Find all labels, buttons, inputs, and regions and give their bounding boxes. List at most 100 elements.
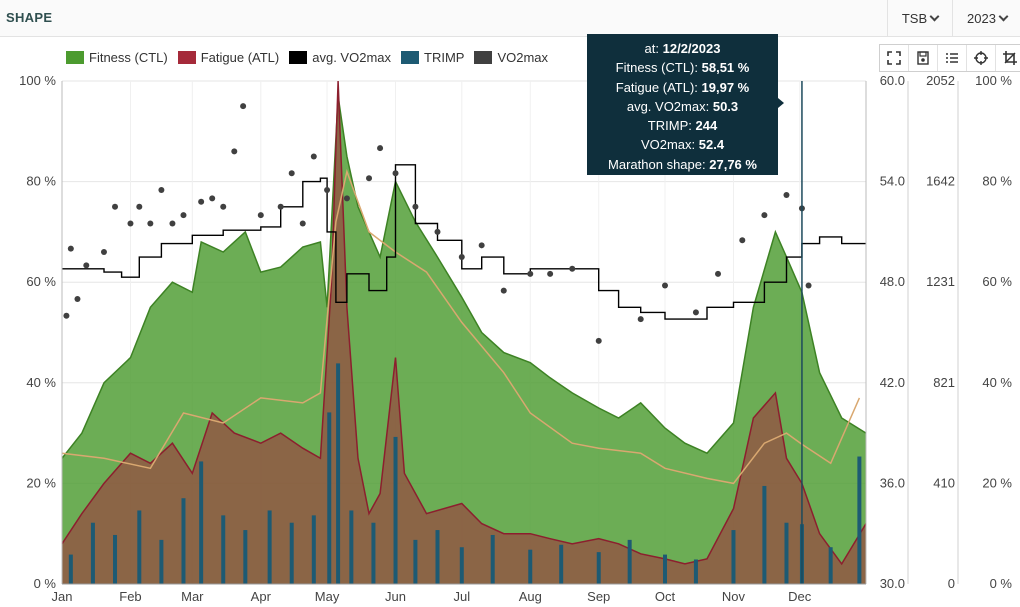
- x-tick-label: Oct: [655, 589, 676, 604]
- trimp-bar: [371, 522, 376, 584]
- tooltip-row: Fatigue (ATL): 19,97 %: [587, 78, 778, 97]
- y-tick-label-left: 100 %: [19, 73, 56, 88]
- trimp-bar: [693, 559, 698, 584]
- vo2max-point: [220, 203, 227, 210]
- legend-label: VO2max: [497, 50, 549, 65]
- trimp-bar: [413, 539, 418, 584]
- x-tick-label: Dec: [788, 589, 812, 604]
- trimp-bar: [221, 515, 226, 584]
- vo2max-point: [277, 203, 284, 210]
- y-tick-label-vo2max: 30.0: [880, 576, 905, 591]
- x-tick-label: Aug: [519, 589, 542, 604]
- y-tick-label-right: 20 %: [982, 475, 1012, 490]
- chart-plot[interactable]: Jan Feb Mar Apr May Jun Jul Aug Sep Oct Nov Dec 0 % 3…: [0, 36, 1020, 607]
- trimp-bar: [137, 510, 142, 584]
- trimp-bar: [784, 522, 789, 584]
- x-tick-label: Jun: [385, 589, 406, 604]
- legend-item-ctl[interactable]: Fitness (CTL): [66, 50, 168, 65]
- vo2max-point: [715, 270, 722, 277]
- tooltip-date-row: at: 12/2/2023: [587, 39, 778, 58]
- crosshair-icon[interactable]: [967, 45, 996, 71]
- x-tick-label: May: [315, 589, 340, 604]
- y-tick-label-right: 80 %: [982, 174, 1012, 189]
- tooltip-value: 52.4: [698, 137, 725, 153]
- year-dropdown-value: 2023: [967, 10, 996, 26]
- y-tick-label-right: 0 %: [990, 576, 1013, 591]
- list-icon[interactable]: [938, 45, 967, 71]
- chart-toolbar: [879, 44, 1020, 72]
- trimp-bar: [90, 522, 95, 584]
- legend-swatch: [177, 51, 196, 64]
- fullscreen-icon[interactable]: [880, 45, 909, 71]
- trimp-bar: [267, 510, 272, 584]
- vo2max-point: [343, 195, 350, 202]
- legend-item-vo2max[interactable]: VO2max: [474, 50, 548, 65]
- trimp-bar: [596, 552, 601, 584]
- trimp-bar: [68, 554, 73, 584]
- metric-dropdown-value: TSB: [901, 10, 928, 26]
- y-tick-label-right: 100 %: [975, 73, 1012, 88]
- tooltip-label: avg. VO2max:: [626, 98, 710, 114]
- vo2max-point: [500, 287, 507, 294]
- y-tick-label-vo2max: 48.0: [880, 274, 905, 289]
- vo2max-point: [231, 148, 238, 155]
- tooltip-date: 12/2/2023: [662, 41, 721, 56]
- vo2max-point: [377, 145, 384, 152]
- vo2max-point: [112, 203, 119, 210]
- trimp-bar: [459, 547, 464, 584]
- tooltip-label: Marathon shape:: [608, 156, 706, 172]
- save-icon[interactable]: [909, 45, 938, 71]
- chevron-down-icon: [929, 11, 940, 22]
- y-tick-label-left: 0 %: [34, 576, 57, 591]
- legend-item-trimp[interactable]: TRIMP: [401, 50, 464, 65]
- trimp-bar: [199, 461, 204, 584]
- x-tick-label: Jul: [453, 589, 470, 604]
- y-tick-label-vo2max: 60.0: [880, 73, 905, 88]
- trimp-bar: [828, 547, 833, 584]
- y-tick-label-trimp: 821: [933, 375, 955, 390]
- trimp-bar: [559, 544, 564, 584]
- metric-dropdown[interactable]: TSB: [887, 0, 952, 36]
- legend-label: Fitness (CTL): [89, 50, 168, 65]
- trimp-bar: [349, 510, 354, 584]
- vo2max-point: [158, 186, 165, 193]
- vo2max-point: [739, 237, 746, 244]
- vo2max-point: [434, 228, 441, 235]
- x-tick-label: Apr: [251, 589, 272, 604]
- y-tick-label-left: 80 %: [26, 174, 56, 189]
- legend-swatch: [401, 51, 420, 64]
- y-tick-label-vo2max: 36.0: [880, 475, 905, 490]
- chart-header: SHAPE TSB 2023: [0, 0, 1020, 37]
- vo2max-point: [805, 282, 812, 289]
- trimp-bar: [627, 539, 632, 584]
- y-tick-label-left: 20 %: [26, 475, 56, 490]
- x-tick-label: Sep: [587, 589, 610, 604]
- tooltip-value: 58,51 %: [701, 60, 750, 76]
- legend-swatch: [66, 51, 84, 64]
- x-tick-label: Feb: [119, 589, 141, 604]
- vo2max-point: [761, 212, 768, 219]
- legend-item-atl[interactable]: Fatigue (ATL): [177, 50, 279, 65]
- legend-item-avg-vo2max[interactable]: avg. VO2max: [289, 50, 391, 65]
- y-tick-label-trimp: 1231: [926, 274, 955, 289]
- tooltip-row: TRIMP: 244: [587, 116, 778, 135]
- vo2max-point: [136, 203, 143, 210]
- series-line-atl: [61, 80, 867, 566]
- y-tick-label-left: 60 %: [26, 274, 56, 289]
- crop-icon[interactable]: [996, 45, 1020, 71]
- vo2max-point: [569, 265, 576, 272]
- vo2max-point: [692, 309, 699, 316]
- vo2max-point: [240, 103, 247, 110]
- tooltip-value: 244: [695, 118, 718, 134]
- vo2max-point: [662, 282, 668, 289]
- vo2max-point: [637, 316, 644, 323]
- vo2max-point: [783, 192, 790, 199]
- vo2max-point: [180, 212, 187, 219]
- y-tick-label-right: 40 %: [982, 375, 1012, 390]
- series-line-avg-vo2max: [62, 164, 866, 320]
- tooltip-row: Fitness (CTL): 58,51 %: [587, 58, 778, 77]
- trimp-bar: [393, 436, 398, 584]
- year-dropdown[interactable]: 2023: [952, 0, 1020, 36]
- tooltip-value: 50.3: [712, 98, 739, 114]
- vo2max-point: [478, 242, 485, 249]
